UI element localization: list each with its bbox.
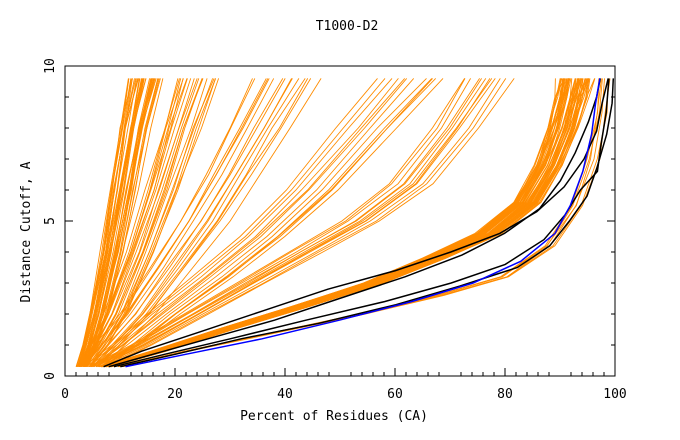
orange-series-line: [99, 78, 427, 368]
orange-series-line: [110, 78, 589, 368]
orange-series-line: [106, 78, 515, 368]
orange-series-line: [77, 78, 139, 367]
x-tick-label: 80: [497, 387, 513, 402]
orange-series-line: [91, 78, 406, 368]
orange-series-line: [83, 78, 378, 368]
orange-series-line: [99, 78, 496, 368]
orange-series-line: [75, 78, 130, 367]
orange-series-line: [86, 78, 386, 368]
blue-series-line: [125, 78, 601, 368]
orange-series-line: [92, 78, 292, 367]
orange-series-line: [85, 78, 275, 367]
orange-series-line: [78, 78, 253, 367]
orange-series-line: [96, 78, 415, 368]
orange-series-line: [83, 78, 200, 367]
orange-series-line: [75, 78, 129, 367]
orange-series-line: [104, 78, 573, 368]
orange-series-line: [88, 78, 465, 368]
x-tick-label: 40: [277, 387, 293, 402]
plot-series-group: [75, 78, 615, 368]
orange-series-line: [98, 78, 491, 368]
orange-series-line: [80, 78, 256, 367]
y-tick-label: 5: [43, 217, 58, 225]
black-series-line: [113, 78, 610, 368]
y-tick-label: 0: [43, 372, 58, 380]
orange-series-line: [80, 78, 184, 367]
x-tick-label: 100: [603, 387, 626, 402]
x-tick-label: 20: [167, 387, 183, 402]
orange-series-line: [106, 78, 444, 368]
orange-series-line: [93, 78, 480, 368]
chart-title: T1000-D2: [316, 19, 379, 34]
black-series-line: [120, 78, 615, 368]
orange-series-line: [93, 78, 300, 368]
orange-series-line: [90, 78, 399, 368]
y-axis-title: Distance Cutoff, A: [19, 161, 34, 302]
orange-series-line: [87, 78, 164, 367]
orange-series-line: [96, 78, 306, 368]
orange-series-line: [83, 78, 270, 367]
orange-series-line: [95, 78, 487, 368]
orange-series-line: [90, 78, 466, 368]
y-tick-label: 10: [43, 58, 58, 74]
black-series-line: [103, 78, 609, 368]
orange-series-line: [92, 78, 408, 368]
orange-series-line: [97, 78, 309, 368]
orange-series-line: [89, 78, 284, 367]
x-tick-label: 0: [61, 387, 69, 402]
black-series-line: [108, 78, 602, 368]
orange-series-line: [79, 78, 188, 367]
axis-ticks-group: 0 20 40 60 80 100 0 5 10: [43, 58, 627, 402]
orange-series-line: [91, 78, 471, 368]
orange-series-line: [105, 78, 507, 368]
orange-series-line: [85, 78, 203, 367]
x-tick-label: 60: [387, 387, 403, 402]
orange-series-line: [88, 78, 393, 368]
orange-series-line: [89, 78, 286, 367]
orange-series-line: [102, 78, 501, 368]
orange-series-line: [78, 78, 180, 367]
x-axis-title: Percent of Residues (CA): [240, 409, 428, 424]
